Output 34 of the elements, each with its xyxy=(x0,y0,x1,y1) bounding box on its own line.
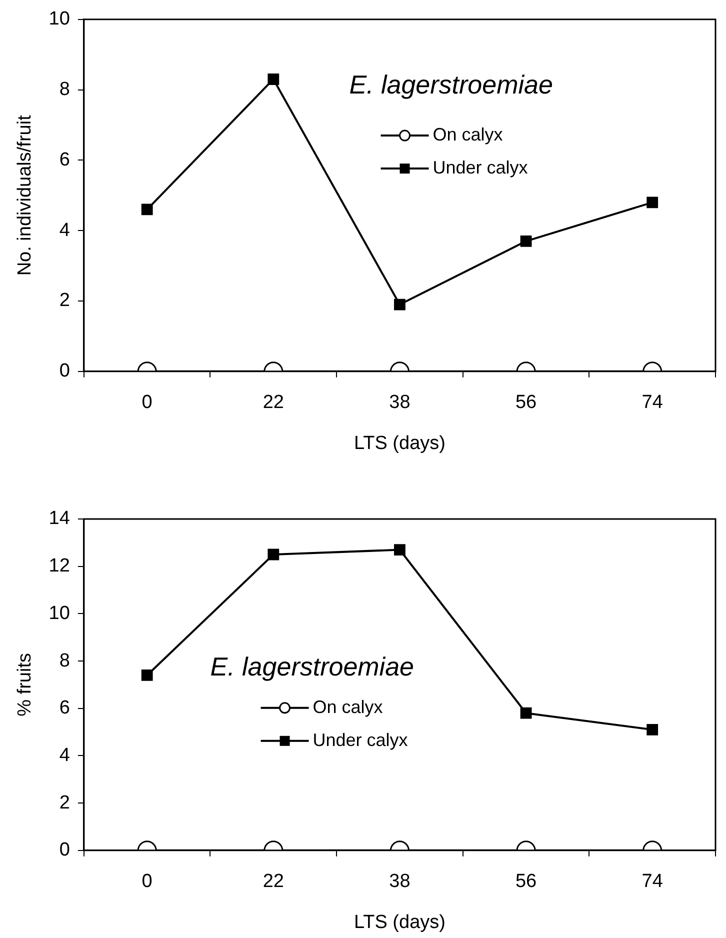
legend-label: On calyx xyxy=(432,124,503,145)
y-tick-label: 8 xyxy=(59,79,70,100)
y-axis-title: No. individuals/fruit xyxy=(14,114,36,276)
legend-label: Under calyx xyxy=(432,158,528,178)
annotation: E. lagerstroemiae xyxy=(210,651,414,682)
x-tick-label: 0 xyxy=(142,392,152,414)
x-tick-label: 38 xyxy=(389,392,410,414)
y-tick-label: 6 xyxy=(59,698,70,719)
x-tick-label: 74 xyxy=(642,871,664,892)
annotation: E. lagerstroemiae xyxy=(349,70,553,100)
y-tick-label: 10 xyxy=(48,8,70,30)
x-tick-label: 0 xyxy=(142,871,152,892)
x-axis-title: LTS (days) xyxy=(354,432,446,454)
y-axis-title: % fruits xyxy=(14,653,36,716)
legend-label: On calyx xyxy=(312,696,383,717)
x-axis-title: LTS (days) xyxy=(354,912,446,933)
x-tick-label: 38 xyxy=(389,871,410,892)
x-tick-label: 22 xyxy=(262,392,284,414)
y-tick-label: 2 xyxy=(59,792,70,814)
y-tick-label: 10 xyxy=(48,602,70,624)
legend-label: Under calyx xyxy=(312,730,408,750)
y-tick-label: 8 xyxy=(59,650,70,672)
y-tick-label: 0 xyxy=(59,840,70,861)
y-tick-label: 6 xyxy=(59,149,70,170)
y-tick-label: 2 xyxy=(59,290,70,312)
y-tick-label: 0 xyxy=(59,360,70,382)
x-tick-label: 56 xyxy=(515,871,537,892)
x-tick-label: 74 xyxy=(642,392,664,414)
y-tick-label: 4 xyxy=(59,744,70,766)
x-tick-label: 56 xyxy=(515,392,537,414)
y-tick-label: 14 xyxy=(48,508,70,530)
y-tick-label: 4 xyxy=(59,220,70,241)
x-tick-label: 22 xyxy=(262,871,284,892)
y-tick-label: 12 xyxy=(48,556,70,577)
